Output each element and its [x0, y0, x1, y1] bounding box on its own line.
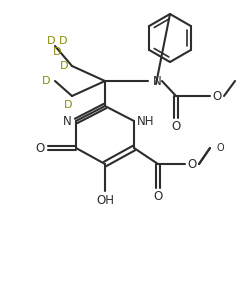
Text: N: N [63, 114, 71, 128]
Text: D: D [42, 76, 50, 86]
Text: D: D [64, 100, 72, 110]
Text: D: D [47, 36, 55, 46]
Text: O: O [171, 120, 181, 132]
Text: D: D [60, 61, 68, 71]
Text: NH: NH [137, 114, 155, 128]
Text: D: D [53, 47, 61, 57]
Text: O: O [212, 89, 222, 103]
Text: D: D [59, 36, 67, 46]
Text: O: O [187, 158, 197, 170]
Text: O: O [153, 189, 163, 203]
Text: OH: OH [96, 193, 114, 207]
Text: N: N [153, 74, 161, 88]
Text: O: O [217, 143, 225, 153]
Text: O: O [35, 141, 45, 155]
